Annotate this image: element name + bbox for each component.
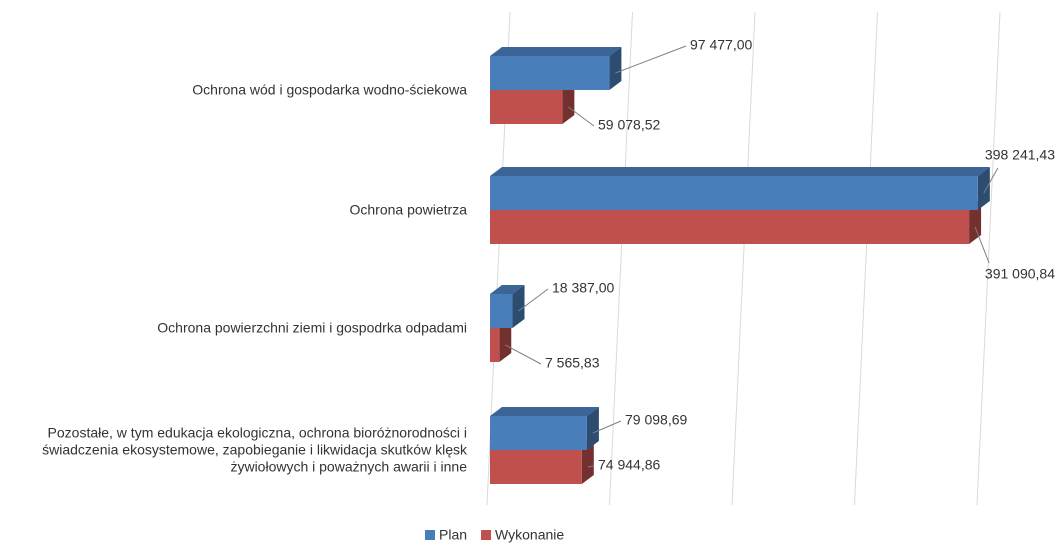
bar-side xyxy=(969,201,982,244)
bar xyxy=(490,56,610,90)
bar-side xyxy=(562,81,575,124)
bar xyxy=(490,176,978,210)
leader-line xyxy=(568,106,595,127)
value-label: 79 098,69 xyxy=(625,412,687,428)
grid-line xyxy=(609,11,633,506)
leader-line xyxy=(615,45,687,74)
bar xyxy=(490,416,587,450)
value-label: 97 477,00 xyxy=(690,37,752,53)
grid-line xyxy=(976,11,1001,506)
legend-swatch xyxy=(425,530,435,540)
legend-label: Wykonanie xyxy=(495,527,564,543)
category-label: Ochrona powierzchni ziemi i gospodrka od… xyxy=(157,319,467,336)
value-label: 398 241,43 xyxy=(985,147,1055,163)
leader-line xyxy=(983,167,999,194)
bar xyxy=(490,90,563,124)
bar-side xyxy=(977,167,990,210)
leader-line xyxy=(974,226,990,264)
bar xyxy=(490,210,970,244)
value-label: 18 387,00 xyxy=(552,280,614,296)
bar-top xyxy=(490,285,525,294)
bar xyxy=(490,450,582,484)
bar-side xyxy=(499,319,512,362)
value-label: 7 565,83 xyxy=(545,355,600,371)
bar-side xyxy=(586,407,599,450)
bar xyxy=(490,328,500,362)
grid-line xyxy=(854,11,878,506)
bar-top xyxy=(490,167,990,176)
value-label: 391 090,84 xyxy=(985,266,1055,282)
grid-line xyxy=(731,11,756,506)
value-label: 74 944,86 xyxy=(598,457,660,473)
bar xyxy=(490,294,513,328)
leader-line xyxy=(518,288,549,312)
legend-label: Plan xyxy=(439,527,467,543)
bar-side xyxy=(609,47,622,90)
category-label: Ochrona powietrza xyxy=(349,201,467,218)
bar-top xyxy=(490,407,599,416)
leader-line xyxy=(587,465,595,468)
bar-top xyxy=(490,47,622,56)
value-label: 59 078,52 xyxy=(598,117,660,133)
legend-swatch xyxy=(481,530,492,540)
category-label: Ochrona wód i gospodarka wodno-ściekowa xyxy=(192,81,467,98)
bar-side xyxy=(581,441,594,484)
bar-side xyxy=(512,285,525,328)
leader-line xyxy=(505,344,542,365)
category-label: Pozostałe, w tym edukacja ekologiczna, o… xyxy=(42,424,467,475)
leader-line xyxy=(592,420,622,434)
